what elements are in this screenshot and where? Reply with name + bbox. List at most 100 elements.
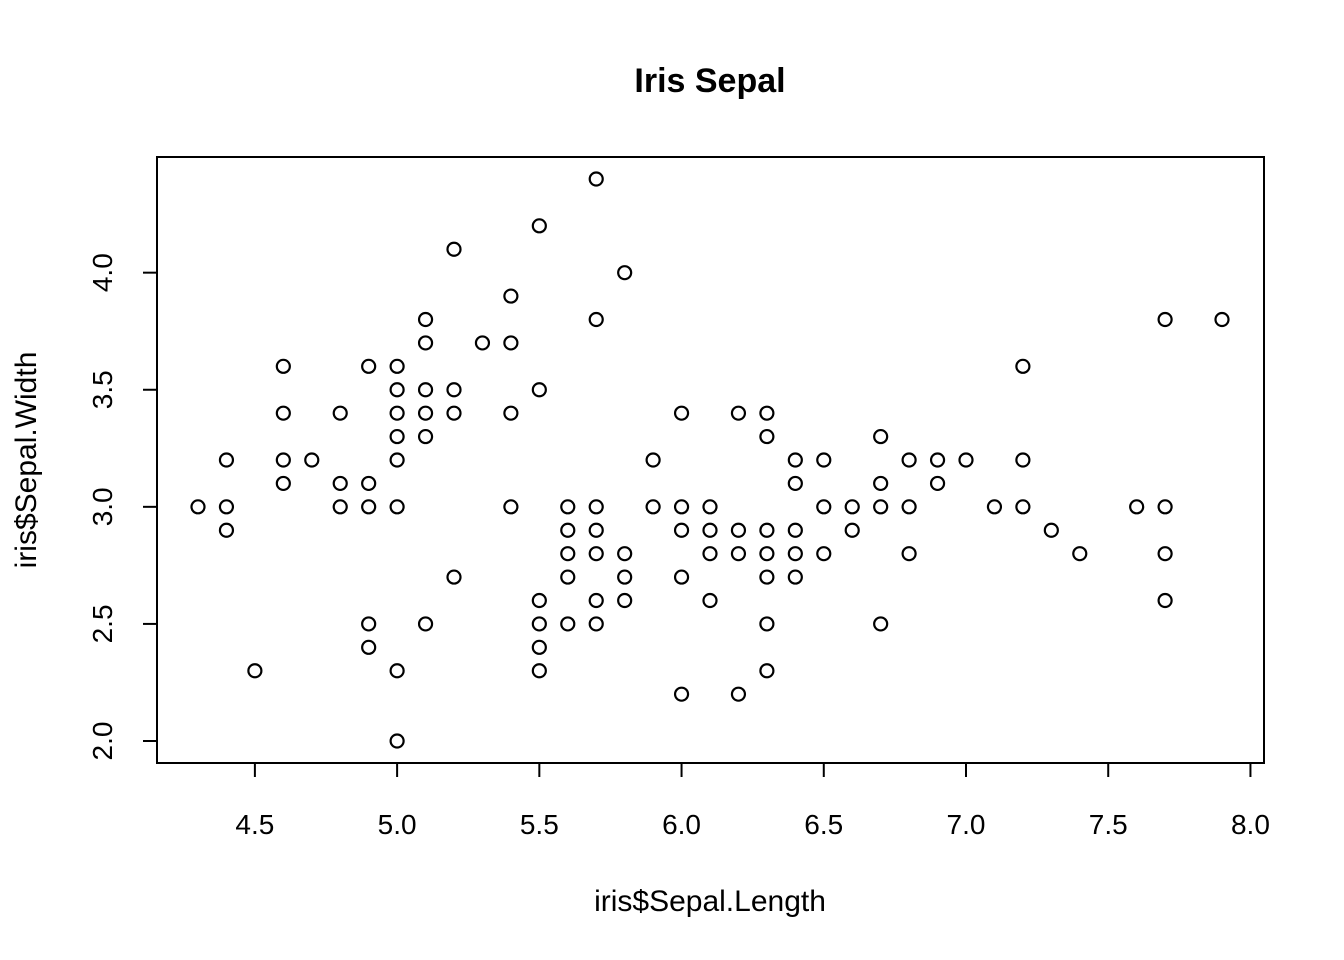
data-point <box>702 546 718 562</box>
data-point <box>417 335 434 351</box>
data-point <box>389 382 405 398</box>
data-point <box>702 592 718 609</box>
data-point <box>759 428 775 445</box>
data-point <box>673 499 690 515</box>
data-point <box>759 616 775 632</box>
x-tick-label: 7.0 <box>947 809 986 840</box>
data-point <box>1072 546 1088 562</box>
data-point <box>218 522 235 538</box>
data-point <box>617 546 633 562</box>
x-tick-label: 4.5 <box>235 809 274 840</box>
data-point <box>1043 522 1059 538</box>
data-point <box>389 452 405 468</box>
data-point <box>645 452 661 468</box>
data-point <box>417 428 434 445</box>
data-point <box>816 499 832 515</box>
data-point <box>844 522 860 538</box>
data-point <box>247 663 263 679</box>
data-point <box>531 382 547 398</box>
y-tick-label: 3.0 <box>87 487 118 526</box>
data-point <box>446 569 462 585</box>
data-point <box>1157 499 1173 515</box>
data-point <box>1157 592 1173 609</box>
x-axis: 4.5 5.0 5.5 6.0 6.5 7.0 7.5 8.0 <box>235 762 1270 840</box>
data-point <box>873 616 889 632</box>
data-point <box>218 452 235 468</box>
data-point <box>759 663 775 679</box>
data-point <box>759 405 775 421</box>
x-tick-label: 5.0 <box>378 809 417 840</box>
y-tick-label: 2.0 <box>87 722 118 761</box>
data-point <box>446 382 462 398</box>
data-point <box>417 311 434 328</box>
data-point <box>730 546 747 562</box>
data-point <box>1015 499 1031 515</box>
data-point <box>588 499 604 515</box>
data-point <box>190 499 206 515</box>
x-tick-label: 5.5 <box>520 809 559 840</box>
data-point <box>275 358 291 374</box>
data-point <box>332 475 348 492</box>
data-point <box>1015 452 1031 468</box>
y-tick-label: 4.0 <box>87 253 118 292</box>
data-point <box>617 569 633 585</box>
data-point <box>389 663 405 679</box>
data-point <box>1214 311 1230 328</box>
y-tick-label: 3.5 <box>87 370 118 409</box>
data-point <box>361 358 377 374</box>
plot-frame <box>156 156 1265 764</box>
data-point <box>702 522 718 538</box>
data-point <box>531 592 547 609</box>
data-point <box>332 405 348 421</box>
data-point <box>560 569 576 585</box>
data-point <box>503 335 519 351</box>
data-point <box>673 686 690 702</box>
data-point <box>503 499 519 515</box>
data-point <box>673 569 690 585</box>
data-point <box>275 452 291 468</box>
data-point <box>588 616 604 632</box>
x-tick-label: 8.0 <box>1231 809 1270 840</box>
data-point <box>531 639 547 655</box>
data-point <box>275 405 291 421</box>
data-point <box>474 335 491 351</box>
data-point <box>531 663 547 679</box>
data-point <box>816 546 832 562</box>
data-point <box>304 452 320 468</box>
data-point <box>901 499 917 515</box>
data-point <box>389 499 405 515</box>
data-point <box>389 358 405 374</box>
data-point <box>958 452 974 468</box>
data-point <box>361 499 377 515</box>
data-point <box>617 265 633 281</box>
data-point <box>560 522 576 538</box>
data-point <box>673 522 690 538</box>
data-point <box>702 499 718 515</box>
data-point <box>986 499 1003 515</box>
y-tick-label: 2.5 <box>87 604 118 643</box>
data-point <box>503 405 519 421</box>
data-point <box>560 499 576 515</box>
data-point <box>361 475 377 492</box>
data-point <box>417 616 434 632</box>
data-point <box>787 475 803 492</box>
data-point <box>816 452 832 468</box>
data-point <box>332 499 348 515</box>
x-axis-label: iris$Sepal.Length <box>594 885 826 918</box>
data-point <box>901 452 917 468</box>
data-point <box>588 546 604 562</box>
data-point <box>588 592 604 609</box>
x-tick-label: 6.0 <box>662 809 701 840</box>
data-point <box>730 522 747 538</box>
x-tick-label: 7.5 <box>1089 809 1128 840</box>
data-point <box>588 522 604 538</box>
data-point <box>417 382 434 398</box>
data-point <box>389 428 405 445</box>
data-point <box>1157 311 1173 328</box>
data-point <box>446 405 462 421</box>
data-point <box>389 405 405 421</box>
data-point <box>759 546 775 562</box>
data-point <box>588 311 604 328</box>
